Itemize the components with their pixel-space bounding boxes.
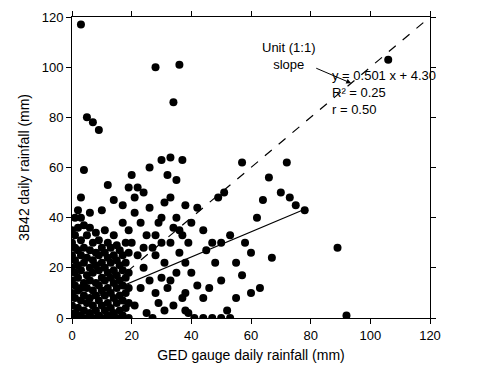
svg-text:60: 60: [49, 160, 63, 175]
svg-text:60: 60: [244, 328, 258, 343]
svg-text:80: 80: [303, 328, 317, 343]
svg-text:20: 20: [124, 328, 138, 343]
svg-text:3B42 daily rainfall (mm): 3B42 daily rainfall (mm): [16, 94, 32, 241]
svg-text:y = 0.501 x + 4.30R² = 0.25r =: y = 0.501 x + 4.30R² = 0.25r = 0.50: [332, 68, 436, 117]
svg-text:20: 20: [49, 260, 63, 275]
svg-text:GED gauge daily rainfall (mm): GED gauge daily rainfall (mm): [157, 347, 345, 363]
svg-text:40: 40: [184, 328, 198, 343]
svg-text:40: 40: [49, 210, 63, 225]
svg-text:120: 120: [42, 10, 64, 25]
svg-text:0: 0: [68, 328, 75, 343]
svg-text:Unit (1:1)slope: Unit (1:1)slope: [262, 40, 315, 72]
svg-text:0: 0: [56, 311, 63, 326]
svg-text:120: 120: [419, 328, 441, 343]
svg-text:100: 100: [359, 328, 381, 343]
svg-text:80: 80: [49, 110, 63, 125]
svg-text:100: 100: [42, 60, 64, 75]
